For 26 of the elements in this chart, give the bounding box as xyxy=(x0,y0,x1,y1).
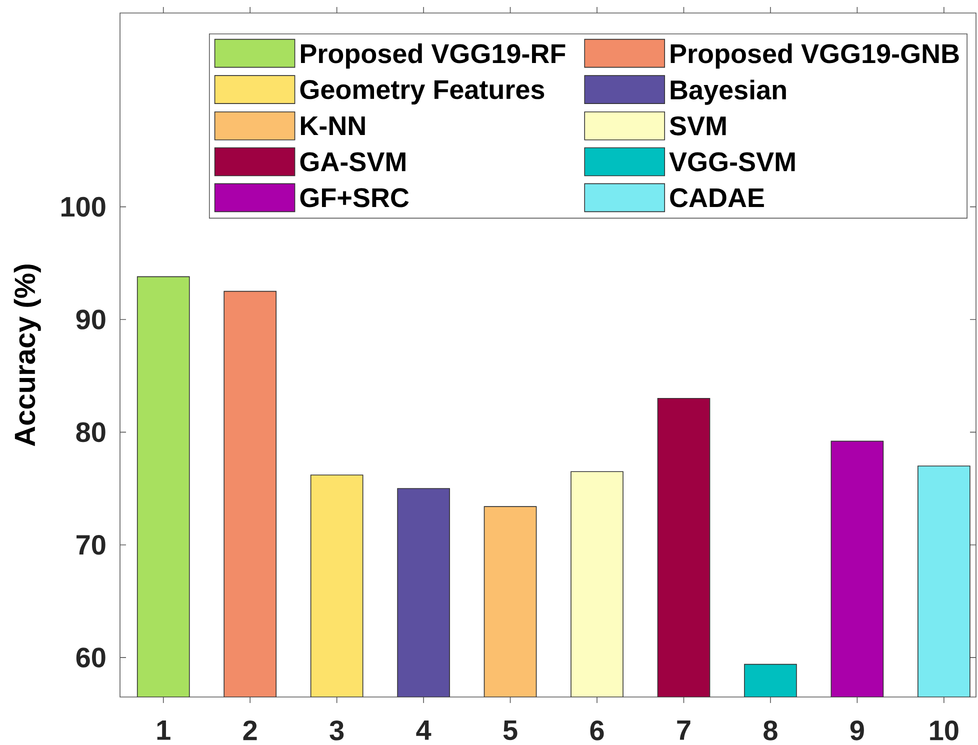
x-tick-label: 5 xyxy=(503,720,518,740)
x-tick-label: 9 xyxy=(850,720,864,740)
x-tick-label: 1 xyxy=(157,720,170,740)
y-tick-label: 60 xyxy=(76,648,106,668)
legend-label: Bayesian xyxy=(670,80,786,105)
x-tick-label: 4 xyxy=(416,720,432,740)
x-tick-label: 10 xyxy=(930,720,958,740)
legend-label: Proposed VGG19-GNB xyxy=(670,43,959,69)
legend-label: GF+SRC xyxy=(300,188,409,208)
y-tick-label: 90 xyxy=(76,310,106,330)
legend-label: Geometry Features xyxy=(300,80,544,105)
x-tick-label: 3 xyxy=(330,720,344,740)
legend-label: Proposed VGG19-RF xyxy=(300,43,566,69)
y-axis-title: Accuracy (%) xyxy=(14,264,41,446)
legend-label: GA-SVM xyxy=(300,152,406,172)
x-tick-label: 8 xyxy=(764,720,778,740)
x-tick-label: 6 xyxy=(590,720,604,740)
y-tick-label: 70 xyxy=(76,534,106,555)
legend-label: VGG-SVM xyxy=(669,152,795,172)
legend-label: K-NN xyxy=(300,116,365,136)
y-tick-label: 80 xyxy=(76,422,106,442)
legend-label: SVM xyxy=(670,116,726,136)
x-tick-label: 2 xyxy=(243,720,257,740)
y-tick-label: 100 xyxy=(62,196,106,217)
x-tick-label: 7 xyxy=(677,720,690,740)
legend-label: CADAE xyxy=(670,188,764,208)
